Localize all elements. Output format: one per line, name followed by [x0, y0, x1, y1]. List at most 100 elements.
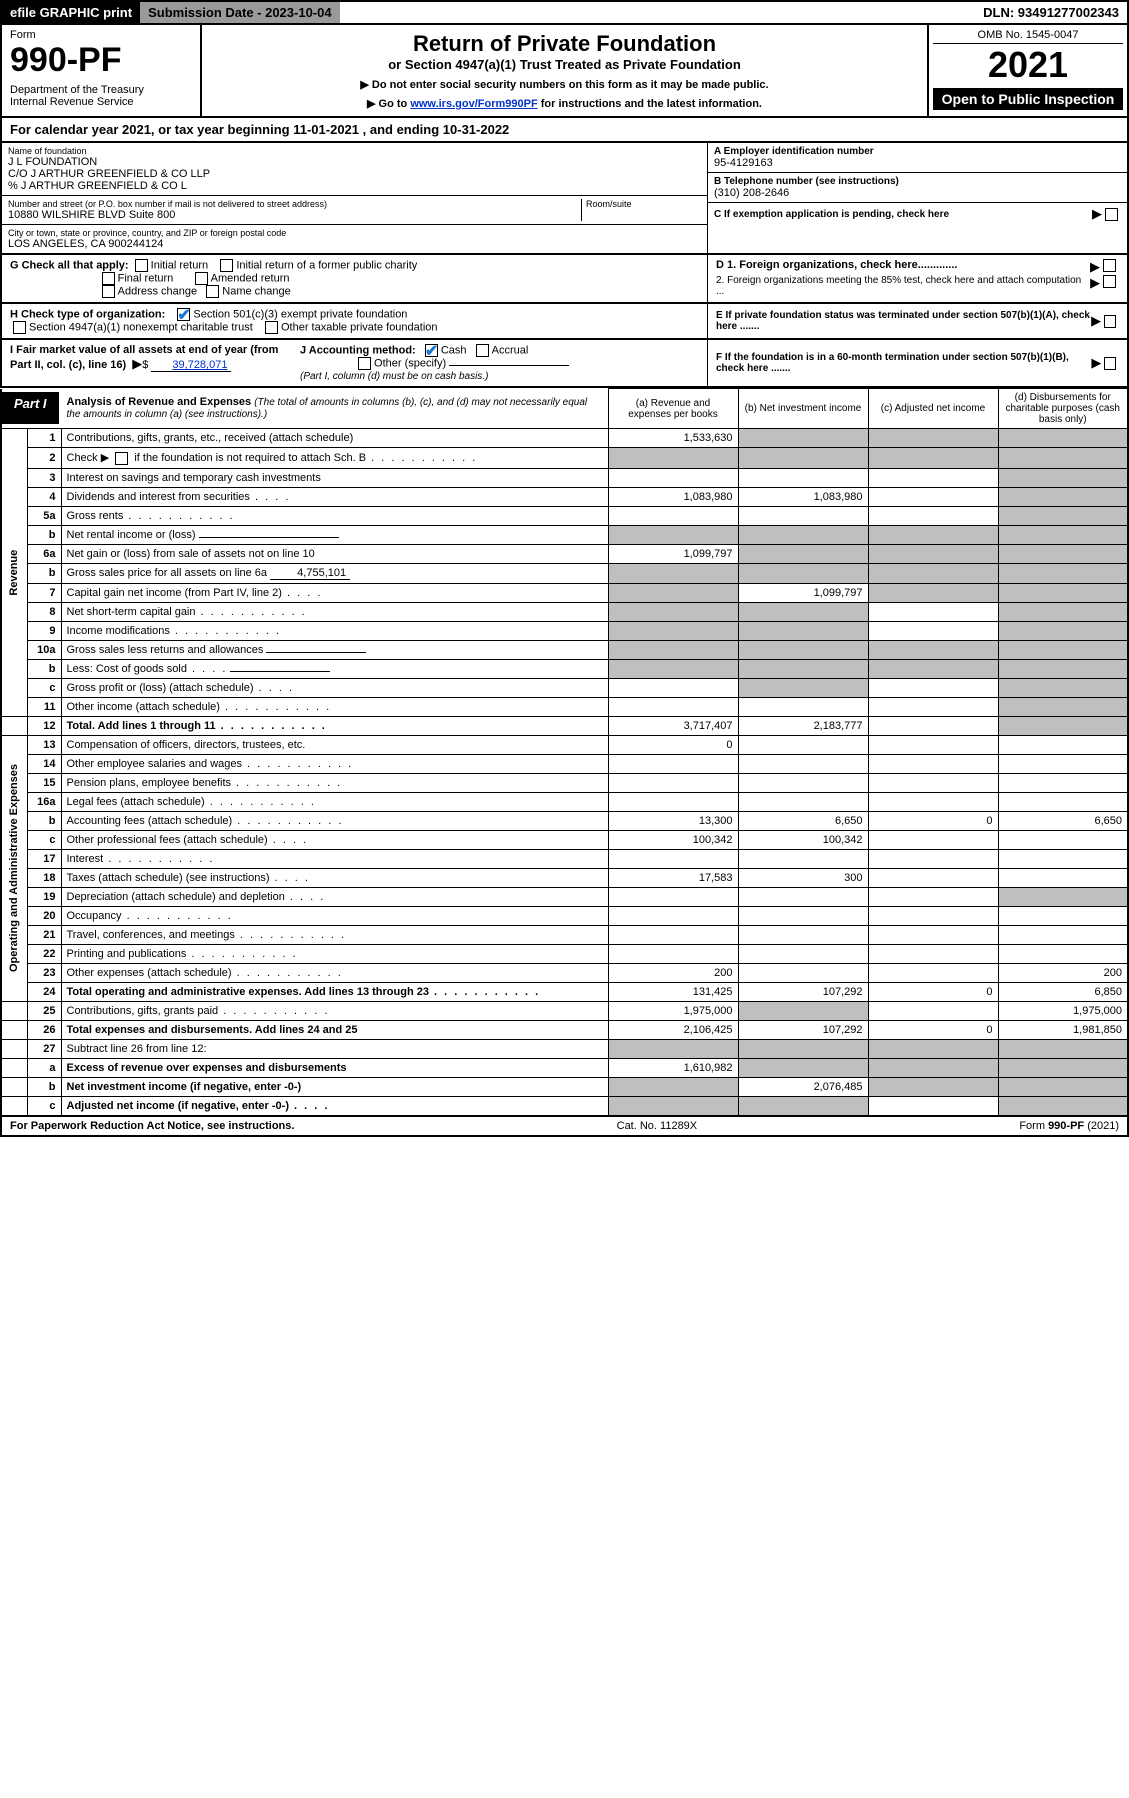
part1-title: Analysis of Revenue and Expenses: [67, 396, 252, 408]
e-checkbox[interactable]: [1104, 315, 1116, 328]
line-13-desc: Compensation of officers, directors, tru…: [61, 735, 608, 754]
line-27b-desc: Net investment income (if negative, ente…: [61, 1077, 608, 1096]
g-amended-checkbox[interactable]: [195, 272, 208, 285]
line-24-c: 0: [868, 982, 998, 1001]
g-initial-public-checkbox[interactable]: [220, 259, 233, 272]
phone-label: B Telephone number (see instructions): [714, 176, 1121, 187]
col-a-header: (a) Revenue and expenses per books: [608, 389, 738, 429]
footer-left: For Paperwork Reduction Act Notice, see …: [10, 1120, 294, 1132]
room-label: Room/suite: [586, 199, 701, 209]
f-checkbox[interactable]: [1104, 357, 1116, 370]
d1-label: D 1. Foreign organizations, check here..…: [716, 259, 957, 275]
section-i-j-f: I Fair market value of all assets at end…: [0, 340, 1129, 388]
d2-checkbox[interactable]: [1103, 275, 1116, 288]
g-opt-2: Final return: [118, 272, 174, 284]
g-final-return-checkbox[interactable]: [102, 272, 115, 285]
d2-label: 2. Foreign organizations meeting the 85%…: [716, 275, 1090, 297]
submission-date: Submission Date - 2023-10-04: [140, 2, 340, 23]
h-501c3: Section 501(c)(3) exempt private foundat…: [193, 308, 407, 320]
g-initial-return-checkbox[interactable]: [135, 259, 148, 272]
line-26-a: 2,106,425: [608, 1020, 738, 1039]
line-1-desc: Contributions, gifts, grants, etc., rece…: [61, 429, 608, 448]
col-b-header: (b) Net investment income: [738, 389, 868, 429]
line-16b-d: 6,650: [998, 811, 1128, 830]
h-4947-checkbox[interactable]: [13, 321, 26, 334]
j-other-checkbox[interactable]: [358, 357, 371, 370]
line-17-desc: Interest: [61, 849, 608, 868]
line-12-b: 2,183,777: [738, 716, 868, 735]
d1-checkbox[interactable]: [1103, 259, 1116, 272]
line-16b-desc: Accounting fees (attach schedule): [61, 811, 608, 830]
line-15-desc: Pension plans, employee benefits: [61, 773, 608, 792]
ein: 95-4129163: [714, 157, 1121, 169]
line-5b-desc: Net rental income or (loss): [61, 525, 608, 544]
line-24-a: 131,425: [608, 982, 738, 1001]
line-27b-b: 2,076,485: [738, 1077, 868, 1096]
h-other-checkbox[interactable]: [265, 321, 278, 334]
h-label: H Check type of organization:: [10, 308, 165, 320]
line-9-desc: Income modifications: [61, 621, 608, 640]
line-18-b: 300: [738, 868, 868, 887]
phone: (310) 208-2646: [714, 187, 1121, 199]
line-27c-desc: Adjusted net income (if negative, enter …: [61, 1096, 608, 1116]
line-4-b: 1,083,980: [738, 487, 868, 506]
instr-1: ▶ Do not enter social security numbers o…: [212, 78, 917, 91]
j-accrual: Accrual: [492, 344, 529, 356]
form-number: 990-PF: [10, 41, 192, 80]
g-opt-0: Initial return: [151, 259, 208, 271]
line-10c-desc: Gross profit or (loss) (attach schedule): [61, 678, 608, 697]
line-23-a: 200: [608, 963, 738, 982]
h-501c3-checkbox[interactable]: [177, 308, 190, 321]
city: LOS ANGELES, CA 900244124: [8, 238, 701, 250]
instr-2: ▶ Go to www.irs.gov/Form990PF for instru…: [212, 97, 917, 110]
section-g-d: G Check all that apply: Initial return I…: [0, 255, 1129, 304]
line-14-desc: Other employee salaries and wages: [61, 754, 608, 773]
line-16b-a: 13,300: [608, 811, 738, 830]
line-16a-desc: Legal fees (attach schedule): [61, 792, 608, 811]
line-10b-desc: Less: Cost of goods sold: [61, 659, 608, 678]
j-note: (Part I, column (d) must be on cash basi…: [300, 371, 488, 382]
line-24-desc: Total operating and administrative expen…: [61, 982, 608, 1001]
g-address-change-checkbox[interactable]: [102, 285, 115, 298]
line-27a-desc: Excess of revenue over expenses and disb…: [61, 1058, 608, 1077]
foundation-info: Name of foundation J L FOUNDATION C/O J …: [0, 143, 1129, 255]
line-5a-desc: Gross rents: [61, 506, 608, 525]
line-26-d: 1,981,850: [998, 1020, 1128, 1039]
address-label: Number and street (or P.O. box number if…: [8, 199, 581, 209]
expenses-side-label: Operating and Administrative Expenses: [1, 735, 27, 1001]
line-24-d: 6,850: [998, 982, 1128, 1001]
line-2-checkbox[interactable]: [115, 452, 128, 465]
i-value-link[interactable]: 39,728,071: [151, 359, 231, 372]
line-6a-a: 1,099,797: [608, 544, 738, 563]
line-10a-desc: Gross sales less returns and allowances: [61, 640, 608, 659]
line-12-a: 3,717,407: [608, 716, 738, 735]
dln: DLN: 93491277002343: [975, 2, 1127, 23]
line-25-desc: Contributions, gifts, grants paid: [61, 1001, 608, 1020]
g-name-change-checkbox[interactable]: [206, 285, 219, 298]
j-cash-checkbox[interactable]: [425, 344, 438, 357]
g-opt-4: Address change: [118, 285, 198, 297]
ein-label: A Employer identification number: [714, 146, 1121, 157]
j-cash: Cash: [441, 344, 467, 356]
line-25-a: 1,975,000: [608, 1001, 738, 1020]
omb-number: OMB No. 1545-0047: [933, 29, 1123, 44]
line-20-desc: Occupancy: [61, 906, 608, 925]
instructions-link[interactable]: www.irs.gov/Form990PF: [410, 98, 537, 110]
col-c-header: (c) Adjusted net income: [868, 389, 998, 429]
form-subtitle: or Section 4947(a)(1) Trust Treated as P…: [212, 57, 917, 72]
line-22-desc: Printing and publications: [61, 944, 608, 963]
f-label: F If the foundation is in a 60-month ter…: [716, 352, 1091, 374]
open-public-badge: Open to Public Inspection: [933, 88, 1123, 110]
address: 10880 WILSHIRE BLVD Suite 800: [8, 209, 581, 221]
line-6a-desc: Net gain or (loss) from sale of assets n…: [61, 544, 608, 563]
line-26-desc: Total expenses and disbursements. Add li…: [61, 1020, 608, 1039]
c-checkbox[interactable]: [1105, 208, 1118, 221]
i-label: I Fair market value of all assets at end…: [10, 344, 278, 371]
g-label: G Check all that apply:: [10, 259, 129, 271]
j-accrual-checkbox[interactable]: [476, 344, 489, 357]
efile-print-button[interactable]: efile GRAPHIC print: [2, 2, 140, 23]
line-2-desc: Check ▶ if the foundation is not require…: [61, 448, 608, 469]
footer: For Paperwork Reduction Act Notice, see …: [0, 1117, 1129, 1137]
part1-tag: Part I: [2, 392, 59, 424]
section-h-e: H Check type of organization: Section 50…: [0, 304, 1129, 340]
